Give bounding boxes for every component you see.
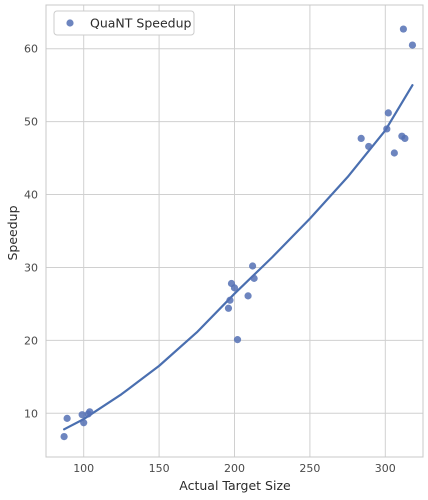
- legend-label: QuaNT Speedup: [90, 16, 191, 31]
- data-point: [230, 284, 239, 292]
- data-point: [224, 304, 233, 312]
- data-point: [249, 262, 257, 270]
- data-point: [250, 274, 258, 282]
- data-point: [63, 414, 71, 422]
- data-point: [384, 109, 392, 117]
- y-tick-label: 30: [24, 261, 38, 274]
- data-point: [357, 134, 365, 143]
- data-point: [226, 296, 234, 304]
- x-tick-label: 250: [299, 462, 320, 475]
- x-tick-label: 300: [375, 462, 396, 475]
- data-point: [244, 292, 252, 300]
- data-point: [401, 134, 409, 143]
- x-axis-label: Actual Target Size: [179, 478, 291, 493]
- data-point: [86, 408, 94, 416]
- legend: QuaNT Speedup: [53, 10, 195, 36]
- data-point: [78, 411, 86, 419]
- y-tick-label: 50: [24, 116, 38, 129]
- data-point: [80, 419, 88, 427]
- data-point: [408, 41, 417, 49]
- y-tick-label: 40: [24, 189, 38, 202]
- y-axis-label: Speedup: [5, 205, 20, 260]
- plot-frame: [45, 4, 424, 458]
- y-tick-label: 60: [24, 43, 38, 56]
- x-tick-label: 100: [73, 462, 94, 475]
- data-point: [390, 149, 398, 157]
- grid-lines: [46, 5, 423, 457]
- x-tick-label: 150: [149, 462, 170, 475]
- data-point: [365, 142, 373, 151]
- data-point: [60, 432, 68, 441]
- fit-curve-line: [62, 84, 414, 431]
- y-tick-label: 20: [24, 334, 38, 347]
- legend-marker: [66, 19, 74, 27]
- y-tick-labels: 10 20 30 40 50 60: [24, 43, 38, 421]
- y-tick-label: 10: [24, 407, 38, 420]
- x-tick-labels: 100 150 200 250 300: [73, 462, 396, 475]
- data-point: [233, 336, 242, 344]
- x-tick-label: 200: [224, 462, 245, 475]
- data-point: [383, 125, 391, 133]
- legend-box: [53, 10, 195, 36]
- data-point: [399, 25, 407, 33]
- plot-area: [60, 25, 417, 441]
